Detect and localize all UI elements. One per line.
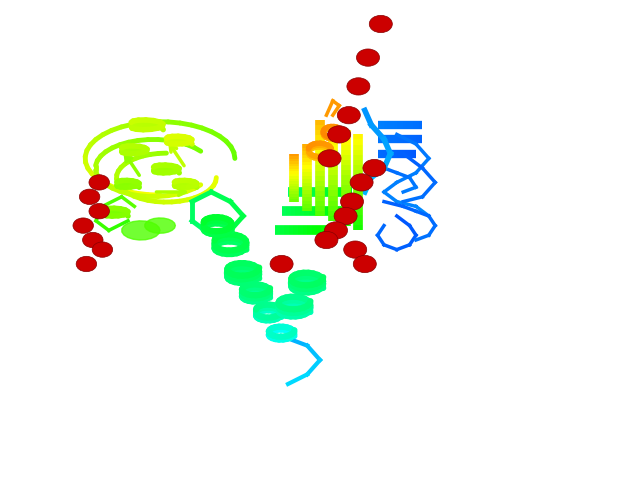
Polygon shape <box>145 218 175 233</box>
Circle shape <box>340 193 364 210</box>
Circle shape <box>73 218 93 233</box>
Circle shape <box>89 204 109 219</box>
Circle shape <box>92 242 113 257</box>
Circle shape <box>270 255 293 273</box>
Circle shape <box>79 189 100 204</box>
Circle shape <box>350 174 373 191</box>
Circle shape <box>315 231 338 249</box>
Circle shape <box>76 256 97 272</box>
Circle shape <box>318 150 341 167</box>
Circle shape <box>89 175 109 190</box>
Circle shape <box>369 15 392 33</box>
Circle shape <box>353 255 376 273</box>
Circle shape <box>347 78 370 95</box>
Circle shape <box>83 232 103 248</box>
Circle shape <box>356 49 380 66</box>
Circle shape <box>337 107 360 124</box>
Circle shape <box>344 241 367 258</box>
Circle shape <box>334 207 357 225</box>
Polygon shape <box>122 221 160 240</box>
Circle shape <box>328 126 351 143</box>
Circle shape <box>324 222 348 239</box>
Circle shape <box>363 159 386 177</box>
